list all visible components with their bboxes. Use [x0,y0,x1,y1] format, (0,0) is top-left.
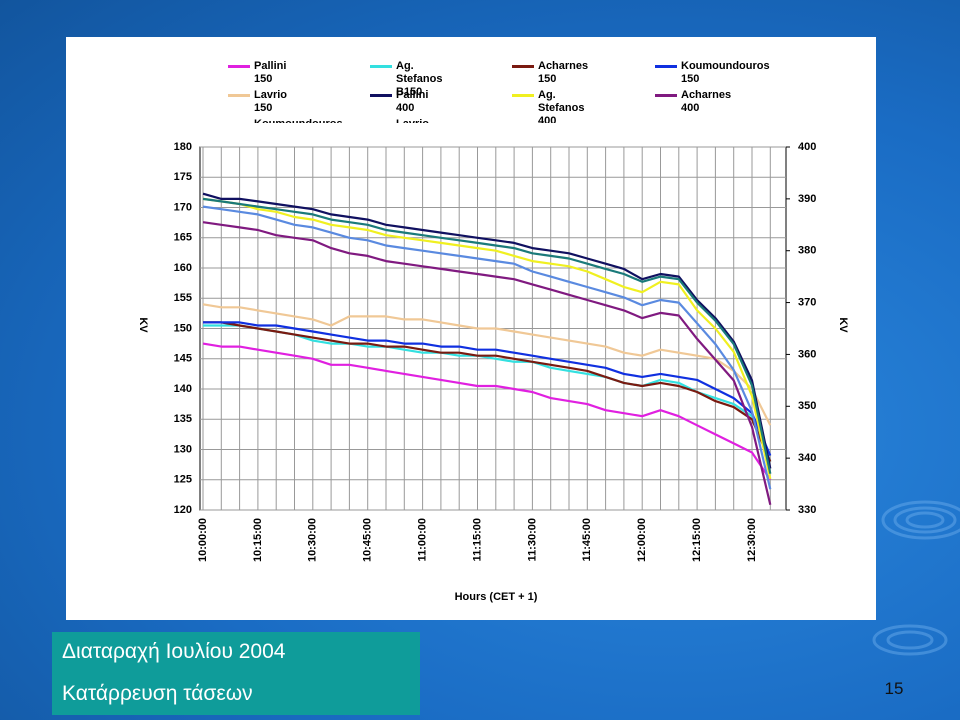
x-tick-label: 11:15:00 [471,518,483,561]
y-tick-label: 135 [174,413,192,425]
x-tick-label: 11:45:00 [581,518,593,561]
slide-title: Διαταραχή Ιουλίου 2004 [62,640,286,663]
series-line [202,221,772,506]
series-line [202,197,772,474]
y-tick-label: 140 [174,383,192,395]
legend-label: Ag. Stefanos B150 [396,60,443,98]
legend-swatch [655,65,677,68]
x-tick-label: 12:00:00 [636,518,648,562]
legend-swatch [370,65,392,68]
slide-subtitle: Κατάρρευση τάσεων [62,682,253,705]
legend-label: Lavrio 150 [254,89,288,114]
series-line [202,197,772,480]
page-number: 15 [884,679,904,698]
legend-swatch [512,94,534,97]
series-line [203,321,772,457]
y-tick-label: 155 [174,292,192,304]
legend-swatch [228,94,250,97]
x-axis-label: Hours (CET + 1) [455,591,538,603]
legend-swatch [370,94,392,97]
y-tick-label: 160 [174,262,192,274]
x-tick-label: 10:45:00 [362,518,374,562]
series-line [202,342,772,481]
y-tick-label: 145 [174,353,192,365]
y-tick-label: 120 [174,504,192,516]
x-tick-label: 10:15:00 [252,518,264,562]
legend-label: Acharnes 400 [681,89,732,114]
legend-label: Koumoundouros 400 [254,118,343,123]
series-line [202,192,772,469]
x-tick-label: 10:30:00 [307,518,319,562]
x-tick-label: 12:30:00 [746,518,758,562]
legend-label: Pallini 400 [396,89,429,114]
y2-tick-label: 370 [798,296,816,308]
y-tick-label: 125 [174,474,192,486]
series-line [202,205,772,490]
series-line [203,321,772,463]
x-tick-label: 10:00:00 [197,518,209,562]
y-tick-label: 175 [174,171,192,183]
y-tick-label: 180 [174,141,192,153]
y2-tick-label: 360 [798,348,816,360]
legend-label: Koumoundouros 150 [681,60,770,85]
y2-tick-label: 390 [798,193,816,205]
legend-label: Pallini 150 [254,60,287,85]
y-axis-label: KV [137,317,149,333]
caption-box: Διαταραχή Ιουλίου 2004 Κατάρρευση τάσεων [52,632,420,715]
y-tick-label: 150 [174,322,192,334]
legend-label: Acharnes 150 [538,60,589,85]
y2-tick-label: 350 [798,400,816,412]
x-tick-label: 11:00:00 [417,518,429,561]
x-tick-label: 12:15:00 [691,518,703,562]
y-tick-label: 170 [174,201,192,213]
y2-tick-label: 400 [798,141,816,153]
x-tick-label: 11:30:00 [526,518,538,561]
legend-label: Lavrio 400 [396,118,429,123]
legend-label: Ag. Stefanos 400 [538,89,585,123]
y2-tick-label: 380 [798,245,816,257]
y-tick-label: 130 [174,443,192,455]
chart: KV KV Hours (CET + 1) 10:00:00 10:15:00 10… [137,141,849,603]
legend-swatch [655,94,677,97]
series-line [202,303,772,426]
legend-swatch [512,65,534,68]
legend-swatch [228,65,250,68]
y2-tick-label: 340 [798,452,816,464]
y2-tick-label: 330 [798,504,816,516]
y-tick-label: 165 [174,232,192,244]
chart-image: KV KV Hours (CET + 1) 10:00:00 10:15:00 10… [66,37,876,620]
y2-axis-label: KV [837,317,849,333]
legend: Pallini 150 Ag. Stefanos B150 Acharnes 150… [66,60,876,123]
